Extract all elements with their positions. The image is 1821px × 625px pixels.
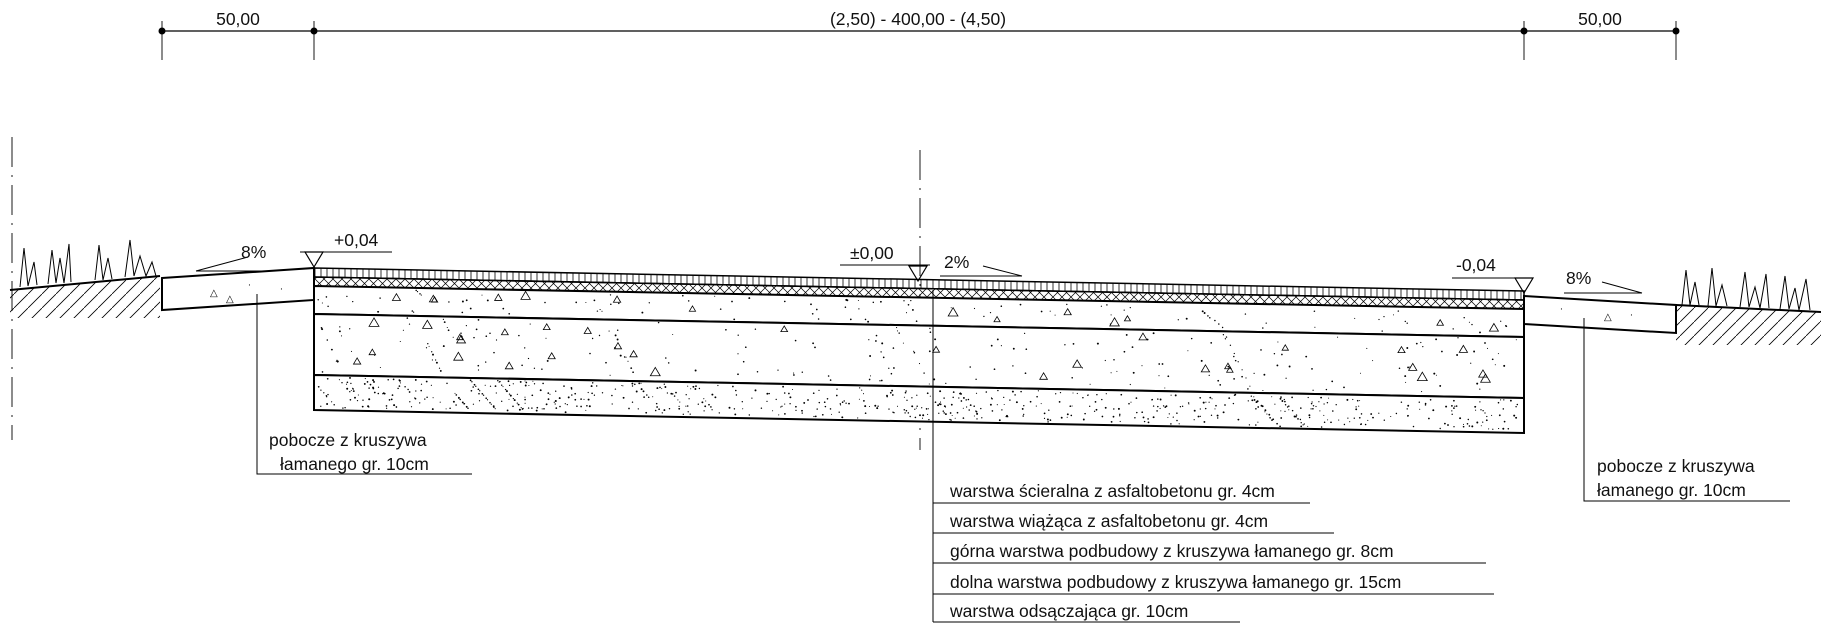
slope-right-label: 8%: [1566, 268, 1591, 288]
elevation-marker-right: [1452, 277, 1535, 295]
legend-layer-3: górna warstwa podbudowy z kruszywa łaman…: [950, 541, 1394, 561]
legend-layer-2: warstwa wiążąca z asfaltobetonu gr. 4cm: [949, 511, 1268, 531]
svg-text:△: △: [226, 294, 234, 305]
right-shoulder-label-line-2: łamanego gr. 10cm: [1597, 480, 1746, 500]
elevation-marker-center: [840, 264, 930, 283]
elevation-center-label: ±0,00: [850, 243, 894, 263]
svg-text:·: ·: [248, 281, 251, 291]
left-shoulder-label-line-1: pobocze z kruszywa: [269, 430, 427, 450]
elevation-left-label: +0,04: [334, 230, 379, 250]
slope-indicator-carriageway: [940, 265, 1023, 277]
left-shoulder-label-line-2: łamanego gr. 10cm: [280, 454, 429, 474]
dimension-center-label: (2,50) - 400,00 - (4,50): [830, 9, 1006, 29]
svg-text:·: ·: [280, 285, 283, 295]
right-shoulder-label-line-1: pobocze z kruszywa: [1597, 456, 1755, 476]
elevation-right-label: -0,04: [1456, 255, 1496, 275]
grass-left: [19, 239, 157, 288]
legend-layer-1: warstwa ścieralna z asfaltobetonu gr. 4c…: [949, 481, 1275, 501]
aggregate-texture: [317, 289, 1519, 430]
slope-carriageway-label: 2%: [944, 252, 969, 272]
pavement-structure: [313, 267, 1525, 435]
elevation-marker-left: [300, 251, 392, 269]
slope-left-label: 8%: [241, 242, 266, 262]
slope-indicator-left-shoulder: [195, 256, 270, 272]
leader-right-shoulder: [1583, 318, 1790, 502]
right-shoulder: △ · ·: [1523, 294, 1677, 335]
drainage-layer: [313, 373, 1525, 435]
layer-legend: [932, 290, 1494, 623]
svg-text:·: ·: [1630, 311, 1633, 321]
slope-indicator-right-shoulder: [1564, 281, 1643, 294]
ground-left: [9, 275, 161, 318]
svg-text:△: △: [1604, 312, 1612, 323]
leader-left-shoulder: [256, 294, 472, 475]
svg-text:·: ·: [1560, 305, 1563, 315]
left-shoulder: △ · △ ·: [161, 266, 315, 312]
legend-layer-5: warstwa odsączająca gr. 10cm: [949, 601, 1188, 621]
ground-right: [1675, 304, 1821, 345]
dimension-left-label: 50,00: [216, 9, 260, 29]
legend-layer-4: dolna warstwa podbudowy z kruszywa łaman…: [950, 572, 1401, 592]
svg-text:△: △: [210, 288, 218, 299]
grass-right: [1681, 267, 1811, 311]
dimension-right-label: 50,00: [1578, 9, 1622, 29]
dimension-line: [158, 21, 1680, 60]
